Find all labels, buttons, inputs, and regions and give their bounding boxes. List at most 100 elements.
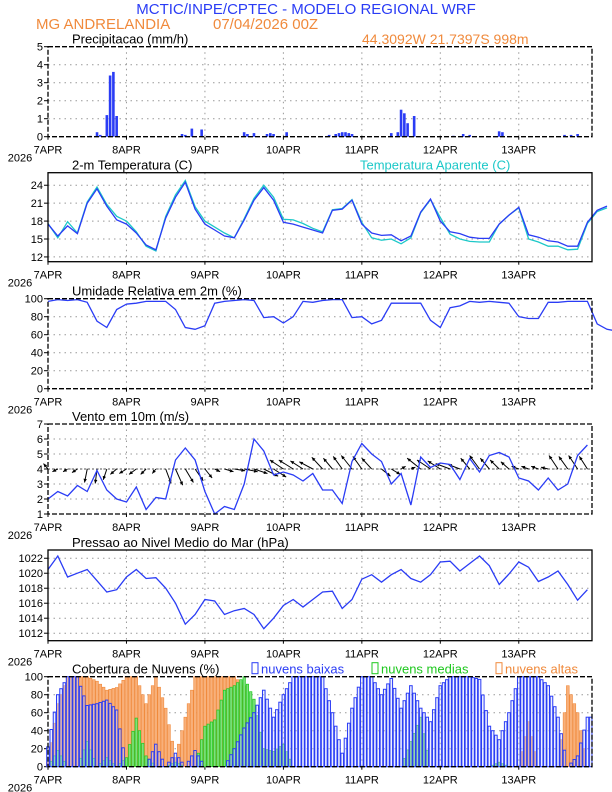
cloud-low-bar [337,739,341,768]
cloud-low-bar [350,707,354,768]
cloud-low-bar [539,679,544,768]
pres-line [47,554,588,630]
plot-frame [47,549,593,642]
cloud-low-bar [239,734,243,768]
cloud-panel: 0 20 40 60 80 100 7APR 8APR 9APR 10APR 11APR 12APR 1… [8,662,593,792]
cloud-low-bar [513,688,518,768]
precip-bar [569,134,573,137]
wind-arrowhead [269,460,274,464]
x-tick-label: 10APR [266,145,301,157]
x-tick-label: 11APR [345,775,379,787]
cloud-mid-bar [128,744,132,768]
cloud-low-bar [438,685,443,768]
precip-bar [468,134,472,137]
apparent-temp-legend: Temperatura Aparente (C) [360,158,510,173]
x-tick-label: 13APR [501,145,536,157]
cloud-low-bar [431,709,436,768]
cloud-mid-bar [124,757,129,768]
cloud-low-bar [523,676,528,768]
cloud-low-bar [582,729,586,768]
cloud-low-bar [503,721,508,768]
precip-bar [269,133,272,137]
y-tick-label: 60 [31,708,43,720]
y-tick-label: 100 [25,294,43,306]
wind-arrowhead [396,471,401,475]
precip-bar [242,132,246,137]
y-tick-label: 3 [37,78,43,90]
wind-arrowhead [229,468,234,473]
precip-title: Precipitacao (mm/h) [72,32,188,47]
wind-arrowhead [333,456,337,461]
cloud-low-bar [91,703,96,768]
y-tick-label: 1 [37,509,43,521]
precip-bar [108,75,112,137]
x-tick-label: 11APR [345,649,379,661]
x-tick-label: 7APR [34,649,63,661]
cloud-low-bar [111,706,116,768]
cloud-low-bar [170,757,175,768]
wind-arrowhead [110,470,115,475]
precip-bar [246,134,249,137]
wind-arrowhead [341,455,345,460]
precip-bar [115,116,118,137]
legend-swatch [371,662,379,675]
cloud-high-bar [183,716,188,768]
x-tick-label: 11APR [345,270,379,282]
wind-arrowhead [290,460,295,465]
wind-arrowhead [278,460,283,464]
cloud-low-bar [366,676,371,768]
plot-frame [47,676,593,768]
wind-arrowhead [216,468,221,472]
cloud-low-bar [500,730,505,768]
wind-speed-line [47,437,588,516]
cloud-low-bar [392,687,397,768]
y-tick-label: 2 [37,494,43,506]
wind-arrowhead [579,456,583,461]
plot-frame [47,172,593,263]
cloud-mid-bar [144,755,148,768]
cloud-low-bar [248,717,253,768]
cloud-low-bar [252,712,256,768]
cloud-low-bar [415,700,420,768]
cloud-low-bar [461,676,465,768]
y-tick-label: 0 [37,762,43,774]
cloud-low-bar [314,676,318,768]
x-tick-label: 11APR [345,145,379,157]
cloud-low-bar [477,678,482,768]
legend-label: nuvens medias [381,662,469,677]
wind-arrowhead [500,461,505,466]
cloud-high-bar [147,694,152,768]
wind-arrowhead [401,466,406,470]
wind-arrowhead [119,470,124,474]
precip-bar [252,133,256,137]
y-tick-label: 20 [31,366,43,378]
cloud-low-bar [118,728,122,768]
cloud-low-bar [85,705,90,768]
precip-bar [95,132,99,137]
precip-bar [406,123,409,137]
wind-arrowhead [568,455,573,460]
cloud-low-bar [297,676,302,768]
precip-bar [461,134,465,137]
cloud-low-bar [327,700,331,768]
y-tick-label: 1020 [19,568,43,580]
wind-arrowhead [299,461,304,466]
cloud-high-bar [190,689,194,768]
cloud-low-bar [167,761,171,768]
wind-arrowhead [208,474,213,478]
x-tick-label: 9APR [191,270,220,282]
wind-arrowhead [179,481,183,486]
cloud-low-bar [150,751,155,768]
y-tick-label: 100 [25,672,43,684]
y-tick-label: 12 [31,252,43,264]
cloud-low-bar [585,716,590,768]
cloud-low-bar [572,759,577,768]
x-tick-label: 12APR [423,649,458,661]
wind-arrowhead [531,465,536,470]
cloud-low-bar [386,683,390,768]
cloud-low-bar [307,676,312,768]
y-tick-label: 2 [37,96,43,108]
precip-bar [347,133,351,137]
cloud-low-bar [559,733,564,768]
